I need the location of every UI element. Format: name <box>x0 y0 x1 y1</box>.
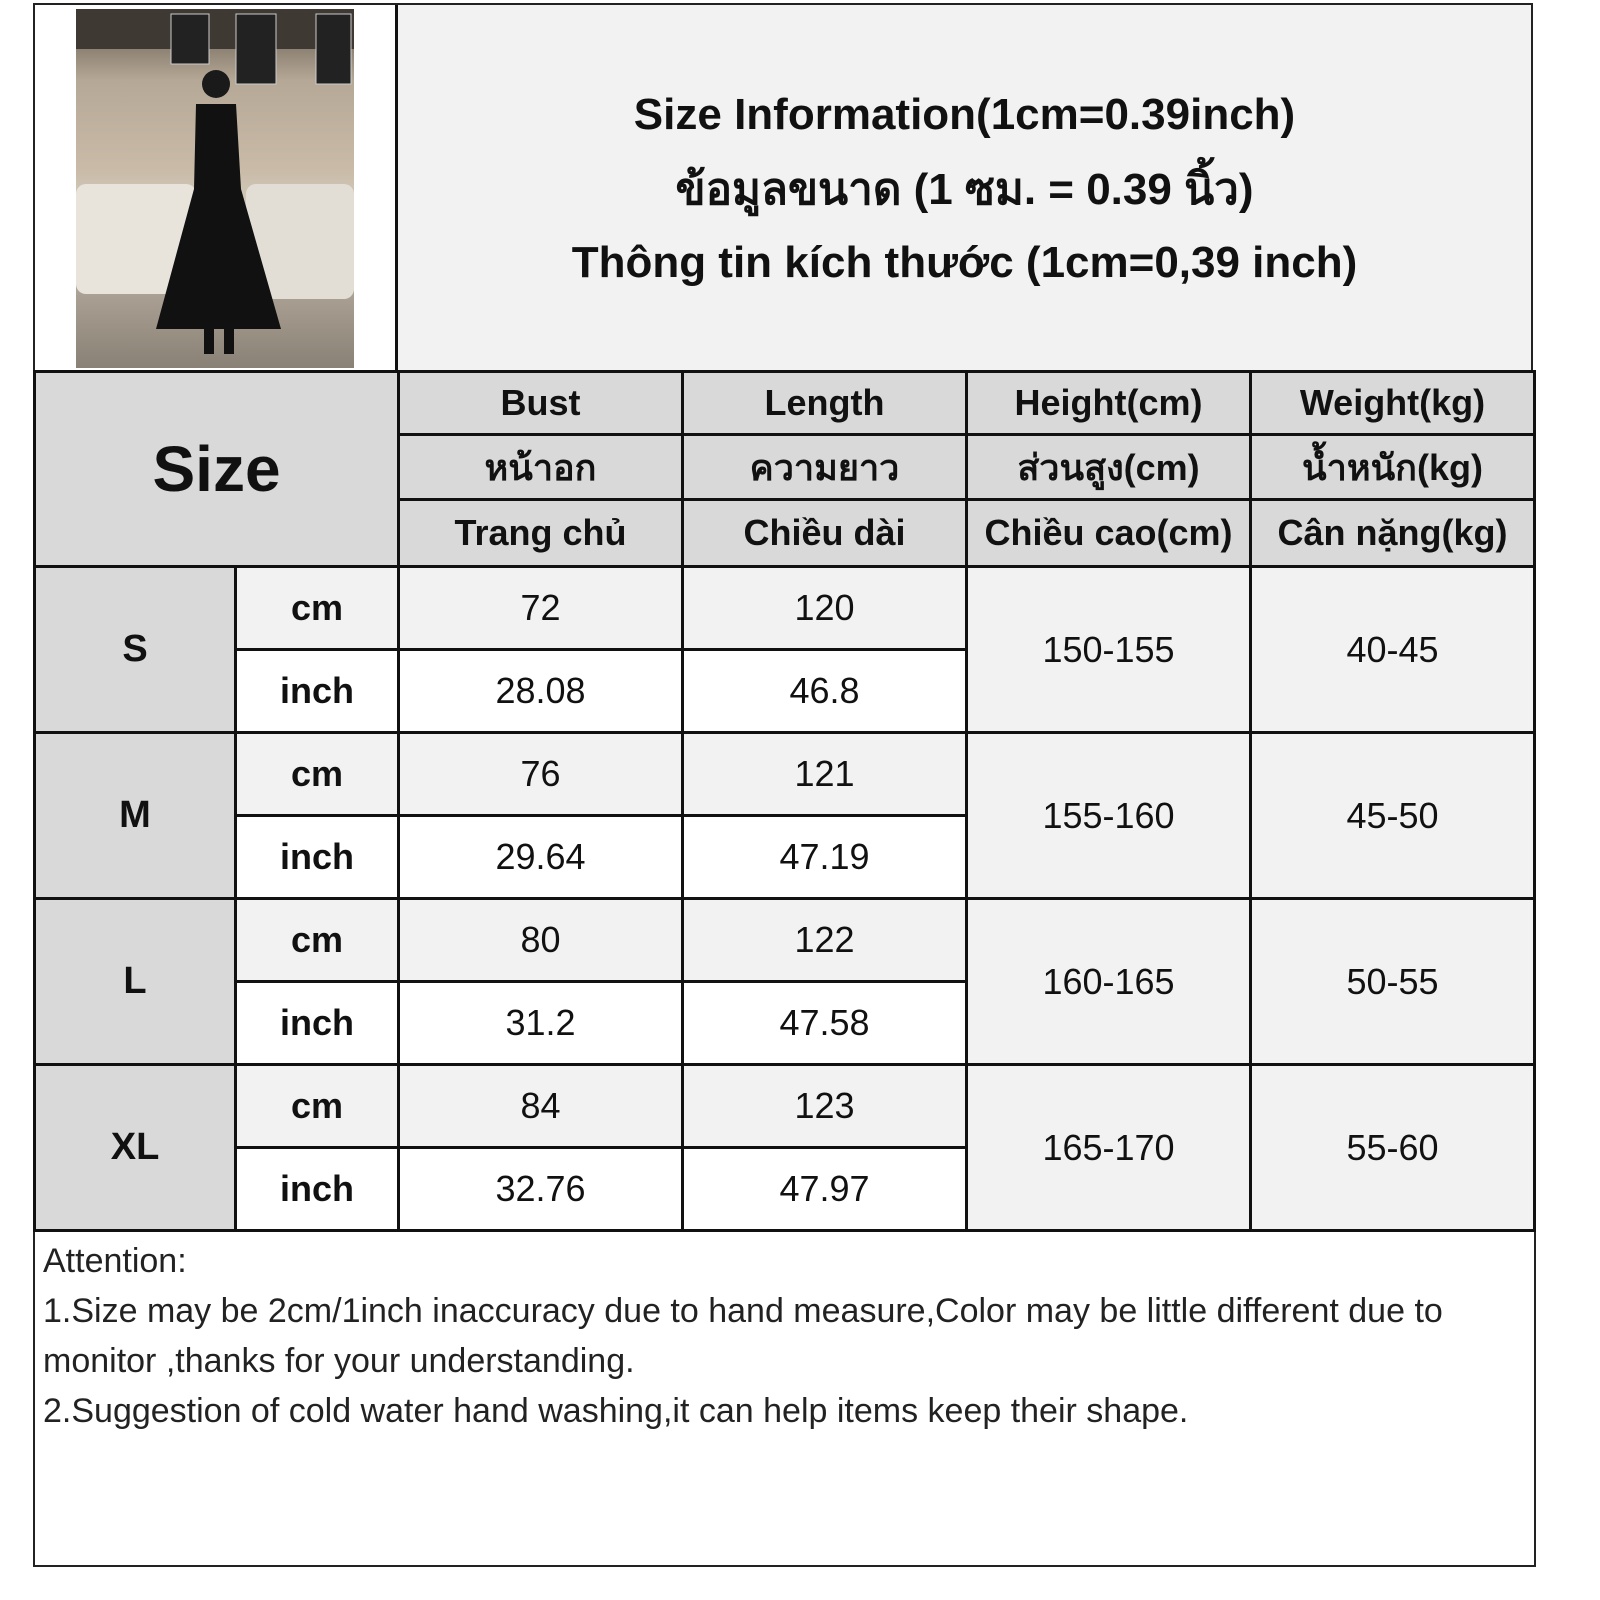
bust-cm: 84 <box>400 1066 681 1146</box>
bust-inch: 31.2 <box>400 983 681 1063</box>
size-label: L <box>36 900 234 1063</box>
unit-cm: cm <box>237 734 397 814</box>
column-header-vi: Cân nặng(kg) <box>1252 501 1533 565</box>
column-header-en: Weight(kg) <box>1252 373 1533 433</box>
weight-range: 40-45 <box>1252 568 1533 731</box>
length-inch: 46.8 <box>684 651 965 731</box>
title-block: Size Information(1cm=0.39inch) ข้อมูลขนา… <box>398 5 1531 372</box>
length-inch: 47.58 <box>684 983 965 1063</box>
notes-heading: Attention: <box>43 1242 187 1280</box>
column-header-th: ส่วนสูง(cm) <box>968 436 1249 498</box>
column-header-vi: Trang chủ <box>400 501 681 565</box>
dress-model-image <box>76 9 354 354</box>
note-2: 2.Suggestion of cold water hand washing,… <box>43 1392 1189 1430</box>
size-label: XL <box>36 1066 234 1229</box>
length-cm: 122 <box>684 900 965 980</box>
bust-inch: 28.08 <box>400 651 681 731</box>
title-english: Size Information(1cm=0.39inch) <box>633 89 1296 139</box>
height-range: 155-160 <box>968 734 1249 897</box>
photo-cell <box>35 5 398 372</box>
length-inch: 47.19 <box>684 817 965 897</box>
height-range: 160-165 <box>968 900 1249 1063</box>
bust-inch: 32.76 <box>400 1149 681 1229</box>
title-vietnamese: Thông tin kích thước (1cm=0,39 inch) <box>571 237 1358 287</box>
size-table: Size Bust หน้าอก Trang chủ Length ความยาว Chiề… <box>33 370 1536 1232</box>
top-section: Size Information(1cm=0.39inch) ข้อมูลขนา… <box>33 3 1533 372</box>
unit-cm: cm <box>237 1066 397 1146</box>
size-label: M <box>36 734 234 897</box>
title-thai: ข้อมูลขนาด (1 ซม. = 0.39 นิ้ว) <box>675 164 1254 214</box>
product-photo <box>76 9 354 368</box>
unit-inch: inch <box>237 817 397 897</box>
height-range: 150-155 <box>968 568 1249 731</box>
column-header-en: Length <box>684 373 965 433</box>
column-header-th: หน้าอก <box>400 436 681 498</box>
bust-cm: 76 <box>400 734 681 814</box>
length-cm: 121 <box>684 734 965 814</box>
bust-inch: 29.64 <box>400 817 681 897</box>
weight-range: 45-50 <box>1252 734 1533 897</box>
column-header-vi: Chiều cao(cm) <box>968 501 1249 565</box>
column-header-th: ความยาว <box>684 436 965 498</box>
unit-cm: cm <box>237 568 397 648</box>
column-header-en: Height(cm) <box>968 373 1249 433</box>
size-header: Size <box>36 373 397 565</box>
column-header-th: น้ำหนัก(kg) <box>1252 436 1533 498</box>
column-header-en: Bust <box>400 373 681 433</box>
note-1: 1.Size may be 2cm/1inch inaccuracy due t… <box>43 1292 1443 1380</box>
length-cm: 123 <box>684 1066 965 1146</box>
unit-cm: cm <box>237 900 397 980</box>
bust-cm: 72 <box>400 568 681 648</box>
length-inch: 47.97 <box>684 1149 965 1229</box>
column-header-vi: Chiều dài <box>684 501 965 565</box>
unit-inch: inch <box>237 1149 397 1229</box>
weight-range: 50-55 <box>1252 900 1533 1063</box>
size-label: S <box>36 568 234 731</box>
bust-cm: 80 <box>400 900 681 980</box>
unit-inch: inch <box>237 983 397 1063</box>
attention-notes: Attention: 1.Size may be 2cm/1inch inacc… <box>33 1232 1536 1567</box>
length-cm: 120 <box>684 568 965 648</box>
unit-inch: inch <box>237 651 397 731</box>
weight-range: 55-60 <box>1252 1066 1533 1229</box>
height-range: 165-170 <box>968 1066 1249 1229</box>
